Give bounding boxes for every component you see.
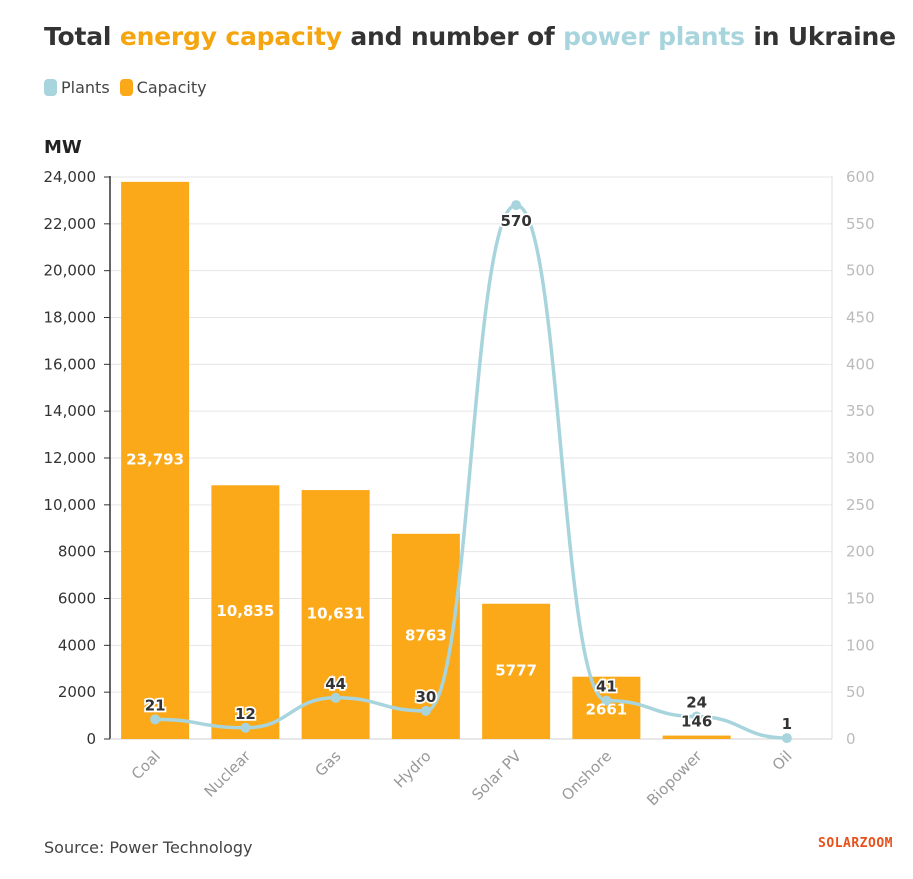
- line-data-label: 44: [325, 675, 346, 693]
- y-right-tick-label: 300: [846, 449, 875, 467]
- plants-point-gas: [330, 692, 341, 703]
- line-data-label: 1: [782, 715, 792, 733]
- bar-data-label: 2661: [586, 701, 628, 719]
- y-left-tick-label: 10,000: [44, 496, 97, 514]
- bar-nuclear: [211, 485, 280, 739]
- y-right-tick-label: 550: [846, 215, 875, 233]
- x-tick-label: Solar PV: [468, 747, 525, 804]
- legend-label-capacity: Capacity: [136, 78, 207, 97]
- bar-data-label: 5777: [495, 661, 537, 679]
- bar-data-label: 8763: [405, 626, 447, 644]
- x-tick-label: Biopower: [643, 747, 706, 810]
- bar-data-label: 23,793: [126, 450, 184, 468]
- bar-onshore: [572, 676, 641, 739]
- legend-label-plants: Plants: [61, 78, 110, 97]
- y-left-tick-label: 4000: [58, 636, 96, 654]
- legend-item-capacity[interactable]: Capacity: [119, 78, 207, 97]
- y-left-tick-label: 2000: [58, 683, 96, 701]
- title-highlight-plants: power plants: [563, 22, 745, 51]
- y-left-tick-label: 16,000: [44, 355, 97, 373]
- brand-logo: SOLARZOOM: [818, 836, 893, 851]
- y-right-tick-label: 600: [846, 168, 875, 186]
- y-left-tick-label: 8000: [58, 543, 96, 561]
- source-note: Source: Power Technology: [44, 838, 253, 857]
- y-left-tick-label: 6000: [58, 590, 96, 608]
- x-tick-label: Onshore: [558, 747, 615, 804]
- y-left-tick-label: 0: [86, 730, 96, 748]
- plants-point-nuclear: [240, 722, 251, 733]
- y-right-tick-label: 50: [846, 683, 865, 701]
- legend-item-plants[interactable]: Plants: [44, 78, 110, 97]
- title-part-3: in Ukraine: [744, 22, 896, 51]
- chart-title: Total energy capacity and number of powe…: [44, 22, 896, 51]
- y-left-tick-label: 20,000: [44, 262, 97, 280]
- chart-legend: Plants Capacity: [44, 78, 207, 97]
- y-left-tick-label: 24,000: [44, 168, 97, 186]
- bar-solar-pv: [482, 603, 551, 739]
- line-data-label: 30: [415, 688, 436, 706]
- y-axis-unit-label: MW: [44, 137, 82, 158]
- bar-data-label: 10,631: [307, 605, 365, 623]
- plants-point-hydro: [420, 705, 431, 716]
- y-right-tick-label: 450: [846, 309, 875, 327]
- bar-biopower: [662, 735, 731, 739]
- legend-swatch-capacity: [119, 79, 133, 96]
- x-tick-label: Nuclear: [201, 747, 255, 801]
- bar-data-label: 10,835: [216, 602, 274, 620]
- x-tick-label: Oil: [769, 747, 796, 774]
- plants-point-solar-pv: [511, 200, 522, 211]
- bar-coal: [121, 181, 190, 740]
- y-right-tick-label: 350: [846, 402, 875, 420]
- plants-line: [155, 203, 787, 740]
- title-highlight-capacity: energy capacity: [119, 22, 342, 51]
- x-tick-label: Coal: [128, 747, 164, 783]
- y-right-tick-label: 0: [846, 730, 856, 748]
- y-right-tick-label: 200: [846, 543, 875, 561]
- y-left-tick-label: 18,000: [44, 309, 97, 327]
- line-data-label: 12: [235, 705, 256, 723]
- line-data-label: 570: [500, 212, 531, 230]
- y-left-tick-label: 22,000: [44, 215, 97, 233]
- legend-swatch-plants: [44, 79, 57, 96]
- line-data-label: 24: [686, 694, 707, 712]
- y-right-tick-label: 100: [846, 636, 875, 654]
- plants-point-oil: [781, 733, 792, 744]
- y-right-tick-label: 250: [846, 496, 875, 514]
- y-left-tick-label: 12,000: [44, 449, 97, 467]
- bar-data-label: 146: [681, 713, 712, 731]
- plants-point-coal: [150, 714, 161, 725]
- y-left-tick-label: 14,000: [44, 402, 97, 420]
- y-right-tick-label: 150: [846, 590, 875, 608]
- bar-hydro: [391, 533, 460, 739]
- x-tick-label: Gas: [311, 747, 344, 780]
- plants-point-biopower: [691, 711, 702, 722]
- y-right-tick-label: 400: [846, 355, 875, 373]
- line-data-label: 21: [145, 696, 166, 714]
- title-part-2: and number of: [341, 22, 564, 51]
- y-right-tick-label: 500: [846, 262, 875, 280]
- title-part-1: Total: [44, 22, 120, 51]
- line-data-label: 41: [596, 678, 617, 696]
- plants-point-onshore: [601, 695, 612, 706]
- x-tick-label: Hydro: [390, 747, 434, 791]
